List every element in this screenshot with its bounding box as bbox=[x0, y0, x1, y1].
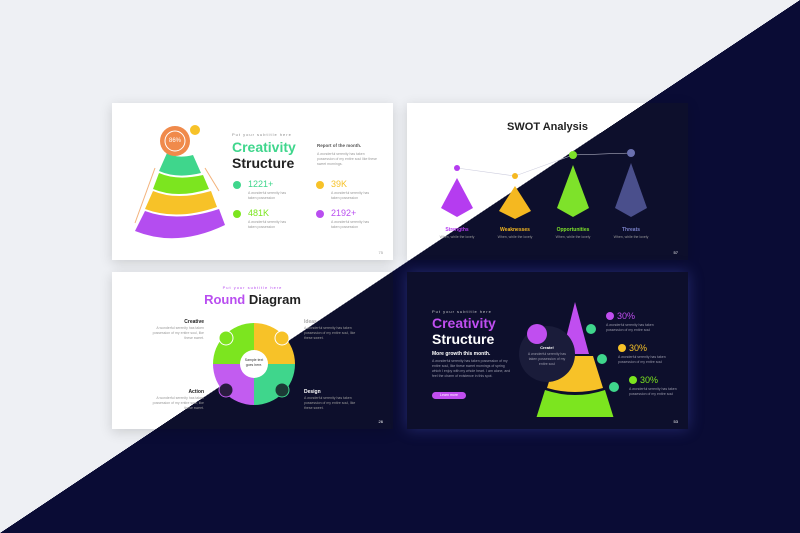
stat-icon bbox=[618, 344, 626, 352]
slide-title: SWOT Analysis bbox=[507, 121, 588, 133]
stat-value: 39K bbox=[331, 179, 348, 189]
stat-text: A wonderful serenity has taken possessio… bbox=[248, 220, 287, 229]
stat-value: 30% bbox=[640, 375, 659, 385]
section-heading: More growth this month. bbox=[432, 351, 491, 357]
item-label-design: Design bbox=[304, 389, 321, 395]
swot-text: When, while the lovely bbox=[555, 235, 591, 239]
subtitle: Put your subtitle here bbox=[222, 285, 283, 290]
stat-value: 2192+ bbox=[331, 208, 357, 218]
cone-graphic bbox=[519, 302, 619, 417]
stat-icon bbox=[316, 210, 324, 218]
slide-creativity-structure: 86% Put your subtitle here Creativity St… bbox=[112, 103, 393, 260]
report-text: A wonderful serenity has taken possessio… bbox=[317, 152, 377, 166]
title-word-1: Round bbox=[204, 292, 246, 307]
page-number: 75 bbox=[378, 250, 383, 255]
stat-text: A wonderful serenity has taken possessio… bbox=[331, 220, 370, 229]
create-title: Create! bbox=[540, 345, 554, 350]
item-text: A wonderful serenity has taken possessio… bbox=[152, 396, 204, 410]
stat-value: 481K bbox=[248, 208, 270, 218]
page-number: 53 bbox=[673, 419, 678, 424]
title-line-1: Creativity bbox=[432, 315, 496, 331]
slide-creativity-structure-dark: Put your subtitle here Creativity Struct… bbox=[407, 272, 688, 429]
slide-round-diagram: Put your subtitle here Round Diagram Sam… bbox=[112, 272, 393, 429]
stat-text: A wonderful serenity has taken possessio… bbox=[606, 323, 654, 332]
report-title: Report of the month. bbox=[317, 143, 362, 148]
title-line-2: Structure bbox=[232, 155, 295, 171]
stat-text: A wonderful serenity has taken possessio… bbox=[331, 191, 370, 200]
stat-value: 30% bbox=[629, 343, 648, 353]
title-word-2: Diagram bbox=[248, 292, 301, 307]
slide-swot-analysis: SWOT Analysis Strengths When, while the … bbox=[407, 103, 688, 260]
item-label-creative: Creative bbox=[184, 319, 204, 325]
create-text: A wonderful serenity has taken possessio… bbox=[527, 352, 567, 366]
subtitle: Put your subtitle here bbox=[432, 309, 492, 314]
swot-label-threats: Threats bbox=[621, 227, 641, 233]
swot-pyramids-graphic bbox=[441, 149, 647, 219]
item-label-action: Action bbox=[188, 389, 204, 395]
item-text: A wonderful serenity has taken possessio… bbox=[152, 326, 204, 340]
learn-more-button[interactable]: Learn more bbox=[432, 392, 466, 399]
stat-icon bbox=[629, 376, 637, 384]
stat-icon bbox=[606, 312, 614, 320]
page-number: 26 bbox=[378, 419, 383, 424]
item-label-ideas: Ideas bbox=[304, 319, 317, 325]
subtitle: Put your subtitle here bbox=[232, 132, 292, 137]
swot-text: When, while the lovely bbox=[497, 235, 533, 239]
stat-value: 1221+ bbox=[248, 179, 274, 189]
swot-label-opportunities: Opportunities bbox=[556, 227, 590, 233]
swot-label-weaknesses: Weaknesses bbox=[500, 227, 530, 233]
item-text: A wonderful serenity has taken possessio… bbox=[304, 326, 356, 340]
stat-text: A wonderful serenity has taken possessio… bbox=[629, 387, 677, 396]
stat-text: A wonderful serenity has taken possessio… bbox=[618, 355, 666, 364]
swot-text: When, while the lovely bbox=[439, 235, 475, 239]
stat-icon bbox=[233, 181, 241, 189]
stat-value: 30% bbox=[617, 311, 636, 321]
layered-pyramid-graphic bbox=[134, 125, 225, 239]
stat-icon bbox=[233, 210, 241, 218]
stat-text: A wonderful serenity has taken possessio… bbox=[248, 191, 287, 200]
stat-icon bbox=[316, 181, 324, 189]
title-line-2: Structure bbox=[432, 331, 495, 347]
percentage-badge: 86% bbox=[169, 138, 182, 144]
center-text: Sample text goes here. bbox=[244, 358, 264, 367]
title-line-1: Creativity bbox=[232, 139, 296, 155]
item-text: A wonderful serenity has taken possessio… bbox=[304, 396, 356, 410]
paragraph: A wonderful serenity has taken possessio… bbox=[432, 359, 511, 378]
swot-text: When, while the lovely bbox=[613, 235, 649, 239]
page-number: 57 bbox=[673, 250, 678, 255]
puzzle-circle-graphic bbox=[213, 323, 295, 405]
swot-label-strengths: Strengths bbox=[445, 227, 469, 233]
